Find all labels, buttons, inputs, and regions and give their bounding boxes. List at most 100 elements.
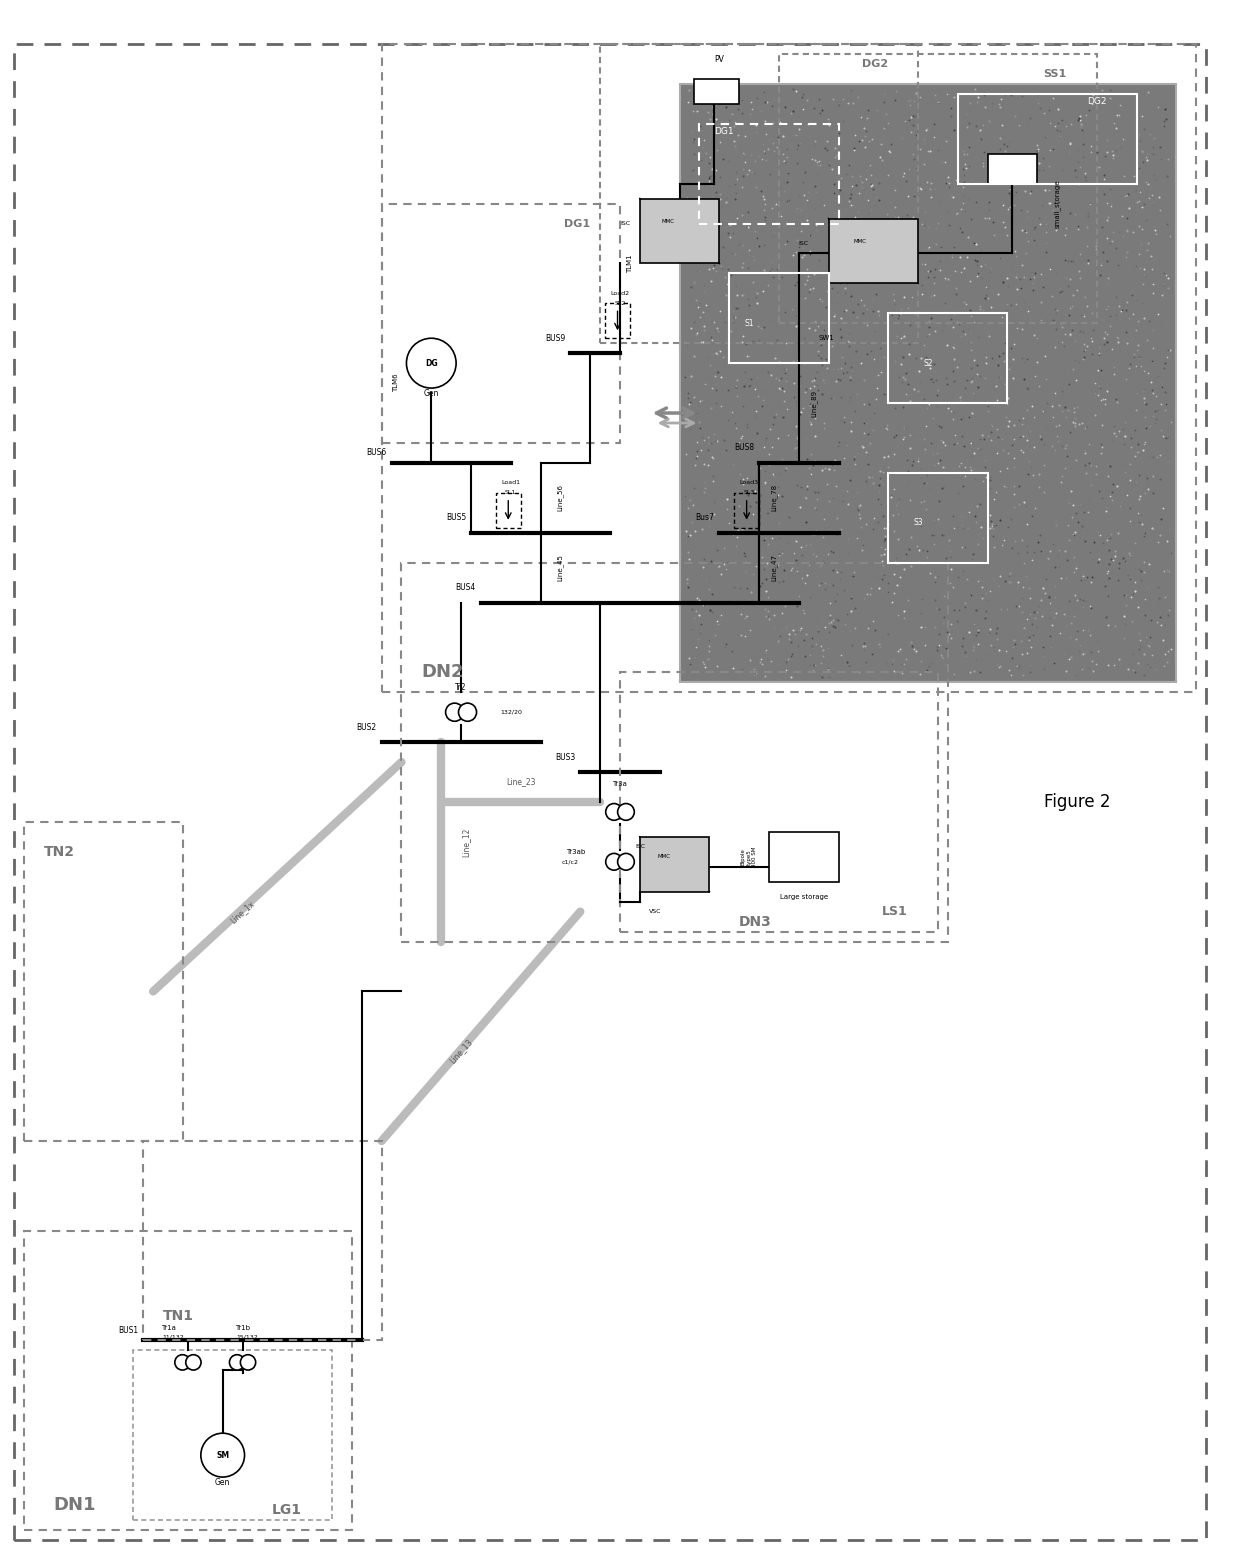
Circle shape [605, 854, 622, 870]
Text: SL1: SL1 [505, 490, 516, 496]
Text: VSC: VSC [649, 909, 661, 913]
Text: BUS6: BUS6 [366, 449, 387, 457]
Text: BUS5: BUS5 [446, 513, 466, 522]
Text: DG: DG [425, 358, 438, 368]
Text: BUS9: BUS9 [546, 333, 565, 343]
Text: TN1: TN1 [164, 1309, 195, 1323]
Text: Line_1x: Line_1x [228, 899, 257, 924]
Text: LS1: LS1 [883, 906, 908, 918]
Text: Tr1a: Tr1a [161, 1325, 176, 1331]
Bar [888, 472, 987, 563]
Text: TLM6: TLM6 [393, 374, 399, 393]
Text: DG2: DG2 [862, 59, 888, 69]
Circle shape [445, 704, 464, 721]
Text: S1: S1 [744, 319, 754, 328]
Bar [640, 837, 709, 891]
Text: SW1: SW1 [818, 335, 835, 341]
Text: MMC: MMC [657, 854, 671, 859]
Text: SL3: SL3 [744, 490, 755, 496]
Text: DG1: DG1 [714, 127, 734, 136]
Text: Tr2: Tr2 [455, 683, 466, 691]
Text: PV: PV [714, 55, 724, 64]
Circle shape [201, 1433, 244, 1476]
Text: ISC: ISC [620, 221, 630, 227]
Text: Line_78: Line_78 [770, 485, 777, 511]
Text: 132/20: 132/20 [501, 710, 523, 715]
Text: Gen: Gen [215, 1478, 231, 1486]
Text: BUS4: BUS4 [456, 583, 476, 593]
Text: Line_23: Line_23 [506, 777, 536, 787]
Text: Tr1b: Tr1b [236, 1325, 250, 1331]
Text: ISC: ISC [799, 241, 808, 246]
Text: Line_13: Line_13 [448, 1037, 474, 1065]
Text: 15/132: 15/132 [237, 1336, 258, 1340]
Text: Large storage: Large storage [780, 893, 828, 899]
Circle shape [175, 1354, 190, 1370]
Text: DN2: DN2 [422, 663, 464, 682]
Circle shape [241, 1354, 255, 1370]
Circle shape [618, 804, 635, 820]
Bar [694, 78, 739, 103]
Bar [496, 493, 521, 527]
Bar [24, 823, 184, 1142]
Bar [957, 94, 1137, 183]
Text: 11/132: 11/132 [162, 1336, 184, 1340]
Bar [382, 44, 1197, 693]
Text: Line_89: Line_89 [810, 389, 817, 416]
Circle shape [459, 704, 476, 721]
Text: MMC: MMC [853, 239, 867, 244]
Bar [620, 673, 937, 932]
Circle shape [605, 804, 622, 820]
Text: Bus7: Bus7 [696, 513, 714, 522]
Circle shape [229, 1354, 244, 1370]
Text: DN1: DN1 [53, 1497, 97, 1514]
Text: small_storage: small_storage [1054, 180, 1060, 228]
Text: Load3: Load3 [739, 480, 759, 485]
Text: MMC: MMC [661, 219, 675, 224]
Bar [24, 1231, 352, 1530]
Bar [769, 832, 838, 882]
Bar [133, 1350, 332, 1520]
Bar [779, 55, 1096, 324]
Text: Load2: Load2 [610, 291, 630, 296]
Text: LG1: LG1 [272, 1503, 303, 1517]
Text: Figure 2: Figure 2 [1044, 793, 1110, 812]
Text: Line_12: Line_12 [461, 827, 470, 857]
Bar [699, 124, 838, 224]
Text: ISC: ISC [635, 845, 645, 849]
Bar [729, 274, 828, 363]
Text: Bipole
type5
400 SM: Bipole type5 400 SM [740, 846, 758, 866]
Text: SM: SM [216, 1451, 229, 1459]
Text: DN3: DN3 [739, 915, 773, 929]
Bar [402, 563, 947, 942]
Text: Gen: Gen [424, 388, 439, 397]
Bar [734, 493, 759, 527]
Text: Tr3ab: Tr3ab [565, 849, 585, 856]
Bar [640, 199, 719, 263]
Bar [828, 219, 918, 283]
Bar [987, 153, 1037, 183]
Text: Line_45: Line_45 [557, 554, 564, 582]
Text: c1/c2: c1/c2 [562, 859, 579, 865]
Text: BUS2: BUS2 [357, 723, 377, 732]
Text: BUS3: BUS3 [556, 752, 575, 762]
Bar [600, 44, 918, 343]
Text: S2: S2 [923, 358, 932, 368]
Text: S3: S3 [913, 518, 923, 527]
Text: TLM1: TLM1 [627, 253, 632, 272]
Text: SS1: SS1 [1044, 69, 1066, 78]
Bar [680, 84, 1177, 682]
Text: Line_47: Line_47 [770, 554, 777, 582]
Bar [382, 203, 620, 443]
Bar [605, 303, 630, 338]
Text: BUS8: BUS8 [734, 444, 754, 452]
Text: Line_56: Line_56 [557, 485, 564, 511]
Circle shape [407, 338, 456, 388]
Bar [144, 1142, 382, 1340]
Text: DG2: DG2 [1087, 97, 1107, 106]
Circle shape [618, 854, 635, 870]
Text: Tr3a: Tr3a [613, 780, 627, 787]
Text: TN2: TN2 [43, 845, 74, 859]
Text: DG1: DG1 [564, 219, 590, 228]
Text: SL2: SL2 [614, 300, 626, 307]
